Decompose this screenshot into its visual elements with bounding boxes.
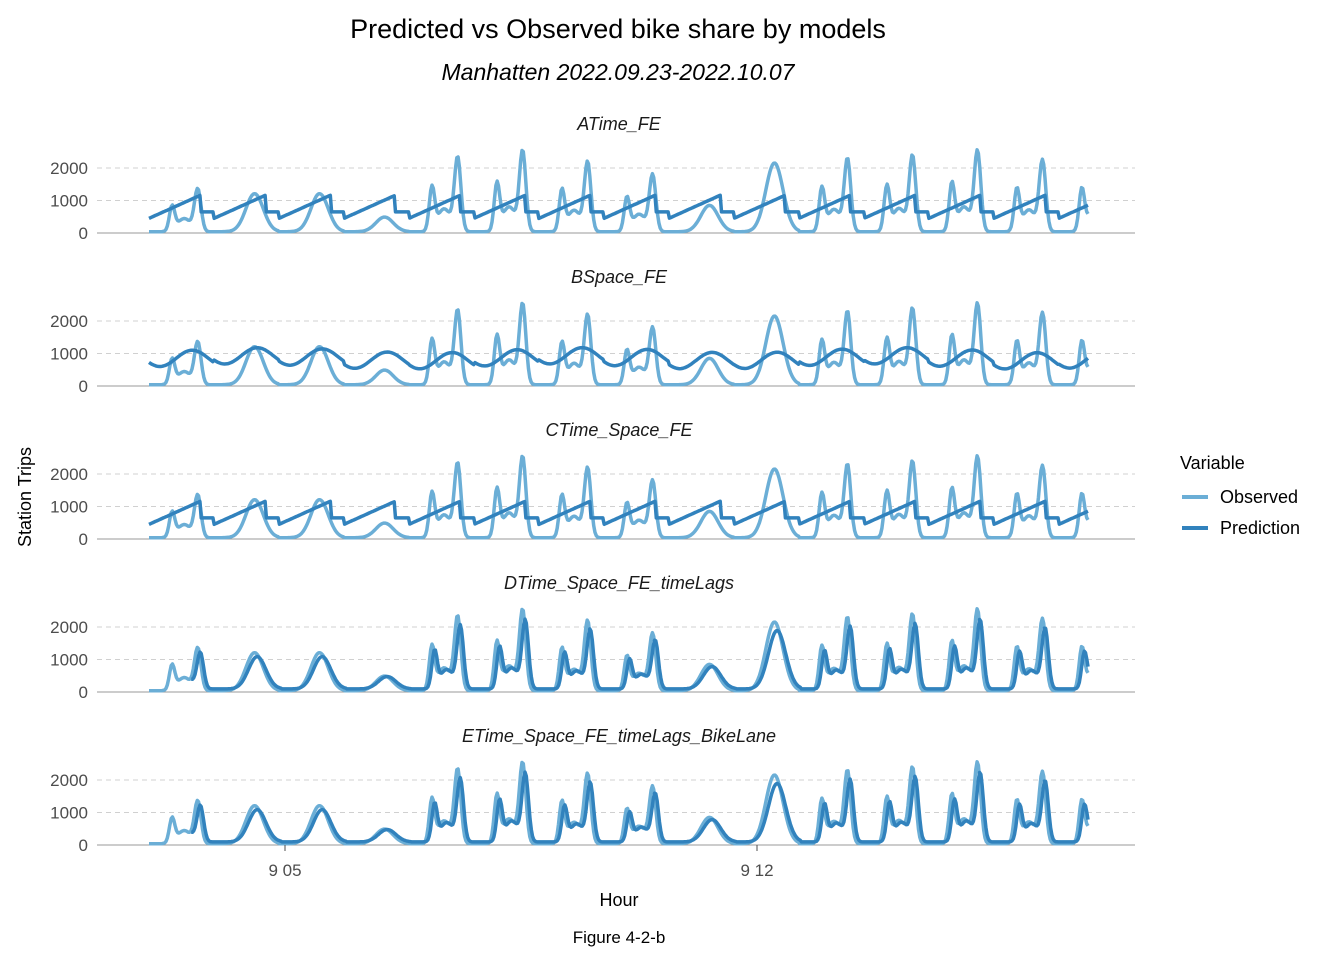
facet-label: BSpace_FE [571, 267, 668, 287]
y-tick-label: 0 [79, 224, 88, 243]
facet-label: ATime_FE [576, 114, 662, 134]
y-tick-label: 1000 [50, 345, 88, 364]
legend-label-observed: Observed [1220, 487, 1298, 507]
y-tick-label: 1000 [50, 804, 88, 823]
series-observed [148, 301, 1090, 387]
series-observed [148, 760, 1090, 846]
facet-panels: ATime_FE010002000BSpace_FE010002000CTime… [50, 114, 1135, 855]
panel-BSpace_FE: BSpace_FE 0 1000 2000 [50, 267, 1135, 396]
y-axis-label: Station Trips [15, 447, 35, 547]
series-observed [148, 607, 1090, 693]
y-tick-label: 2000 [50, 312, 88, 331]
facet-label: DTime_Space_FE_timeLags [504, 573, 734, 593]
legend-label-prediction: Prediction [1220, 518, 1300, 538]
x-tick-label: 9 12 [740, 861, 773, 880]
y-tick-label: 2000 [50, 159, 88, 178]
y-tick-label: 2000 [50, 465, 88, 484]
series-prediction [148, 193, 1089, 221]
series-prediction [148, 499, 1089, 527]
panel-ATime_FE: ATime_FE 0 1000 2000 [50, 114, 1135, 243]
y-tick-label: 0 [79, 683, 88, 702]
series-prediction [190, 770, 1090, 844]
series-prediction [148, 345, 1090, 371]
y-tick-label: 1000 [50, 651, 88, 670]
y-tick-label: 0 [79, 836, 88, 855]
panel-CTime_Space_FE: CTime_Space_FE 0 1000 2000 [50, 420, 1135, 549]
y-tick-label: 2000 [50, 618, 88, 637]
chart-subtitle: Manhatten 2022.09.23-2022.10.07 [442, 59, 796, 85]
panel-DTime_Space_FE_timeLags: DTime_Space_FE_timeLags 0 1000 2000 [50, 573, 1135, 702]
series-observed [148, 148, 1090, 234]
chart-title: Predicted vs Observed bike share by mode… [350, 14, 886, 44]
panel-ETime_Space_FE_timeLags_BikeLane: ETime_Space_FE_timeLags_BikeLane 0 1000 200… [50, 726, 1135, 855]
facet-label: ETime_Space_FE_timeLags_BikeLane [462, 726, 776, 746]
y-tick-label: 2000 [50, 771, 88, 790]
x-tick-label: 9 05 [268, 861, 301, 880]
legend: Variable Observed Prediction [1180, 453, 1300, 538]
figure-caption: Figure 4-2-b [573, 928, 666, 947]
y-tick-label: 1000 [50, 192, 88, 211]
series-observed [148, 454, 1090, 540]
x-axis-label: Hour [599, 890, 638, 910]
facet-label: CTime_Space_FE [546, 420, 694, 440]
y-tick-label: 0 [79, 377, 88, 396]
legend-title: Variable [1180, 453, 1245, 473]
x-axis-ticks: 9 05 9 12 [268, 845, 774, 880]
series-prediction [190, 617, 1090, 691]
y-tick-label: 1000 [50, 498, 88, 517]
y-tick-label: 0 [79, 530, 88, 549]
